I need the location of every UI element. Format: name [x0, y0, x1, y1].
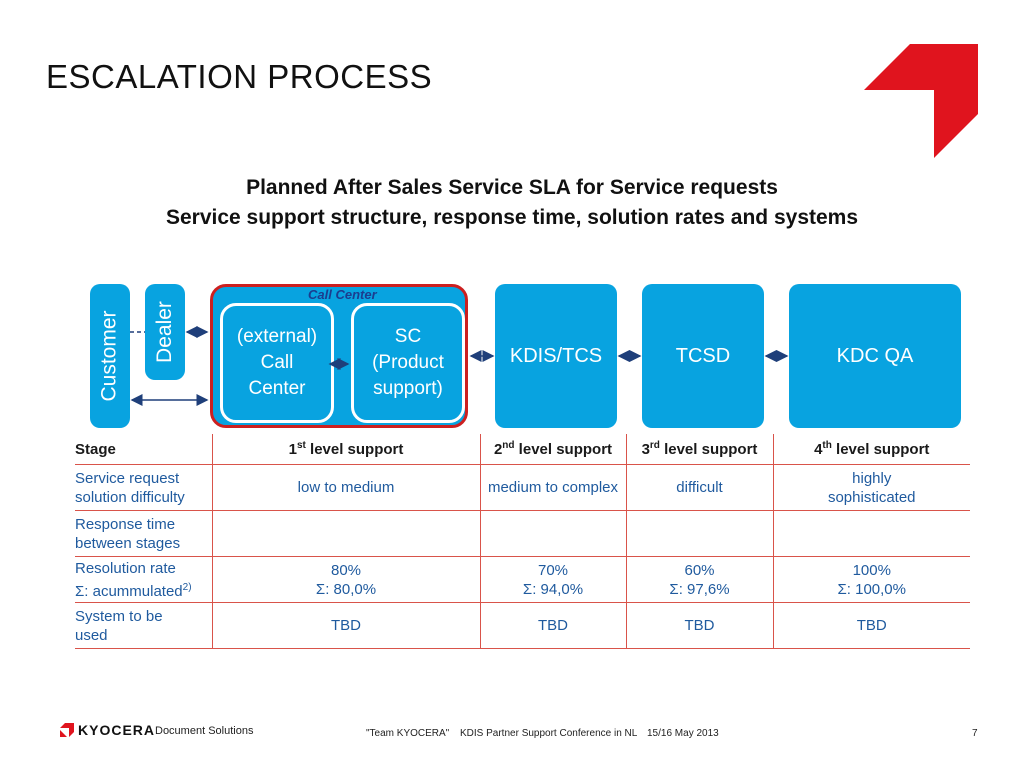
call-center-group: Call Center (external) Call Center SC (P… — [210, 284, 468, 428]
subtitle-line-2: Service support structure, response time… — [165, 206, 859, 229]
table-cell: TBD — [772, 602, 970, 649]
table-cell: 60% Σ: 97,6% — [625, 556, 773, 603]
table-cell — [479, 510, 626, 557]
level-1-header: 1st level support — [211, 434, 480, 465]
table-cell: TBD — [479, 602, 626, 649]
table-cell: TBD — [211, 602, 480, 649]
kdis-tcs-box: KDIS/TCS — [495, 284, 617, 428]
sla-table: Stage 1st level support 2nd level suppor… — [75, 434, 970, 649]
table-cell: medium to complex — [479, 464, 626, 511]
kyocera-symbol-icon — [60, 723, 74, 737]
external-call-center-box: (external) Call Center — [220, 303, 334, 423]
page-number: 7 — [972, 728, 978, 739]
row-label-resolution-rate: Resolution rate Σ: acummulated2) — [75, 556, 212, 603]
call-center-label: Call Center — [308, 287, 377, 302]
stage-header: Stage — [75, 434, 212, 465]
table-cell — [772, 510, 970, 557]
level-3-header: 3rd level support — [625, 434, 773, 465]
kyocera-corner-logo-icon — [864, 44, 978, 158]
footer-team: "Team KYOCERA" — [366, 728, 450, 739]
sc-product-support-box: SC (Product support) — [351, 303, 465, 423]
brand-name: KYOCERA — [78, 722, 156, 738]
dealer-label: Dealer — [153, 301, 176, 363]
table-row: Service request solution difficulty low … — [75, 464, 970, 511]
customer-label: Customer — [98, 310, 121, 402]
footer-date: 15/16 May 2013 — [647, 728, 719, 739]
kyocera-footer-logo: KYOCERA — [60, 722, 155, 738]
table-cell: 70% Σ: 94,0% — [479, 556, 626, 603]
table-cell: low to medium — [211, 464, 480, 511]
table-cell: highly sophisticated — [772, 464, 970, 511]
row-label-system: System to be used — [75, 602, 212, 649]
table-header-row: Stage 1st level support 2nd level suppor… — [75, 434, 970, 465]
tcsd-box: TCSD — [642, 284, 764, 428]
level-4-header: 4th level support — [772, 434, 970, 465]
table-cell — [625, 510, 773, 557]
row-label-response-time: Response time between stages — [75, 510, 212, 557]
table-cell: difficult — [625, 464, 773, 511]
row-label-difficulty: Service request solution difficulty — [75, 464, 212, 511]
dealer-box: Dealer — [145, 284, 185, 380]
subtitle-line-1: Planned After Sales Service SLA for Serv… — [246, 176, 778, 199]
table-row: Response time between stages — [75, 510, 970, 557]
table-cell: 100% Σ: 100,0% — [772, 556, 970, 603]
brand-suffix: Document Solutions — [155, 725, 254, 737]
table-row: Resolution rate Σ: acummulated2) 80% Σ: … — [75, 556, 970, 603]
table-cell: 80% Σ: 80,0% — [211, 556, 480, 603]
level-2-header: 2nd level support — [479, 434, 626, 465]
kdc-qa-box: KDC QA — [789, 284, 961, 428]
footer-event: KDIS Partner Support Conference in NL — [460, 728, 638, 739]
customer-box: Customer — [90, 284, 130, 428]
table-row: System to be used TBD TBD TBD TBD — [75, 602, 970, 649]
slide-title: ESCALATION PROCESS — [46, 58, 433, 95]
table-cell — [211, 510, 480, 557]
table-cell: TBD — [625, 602, 773, 649]
